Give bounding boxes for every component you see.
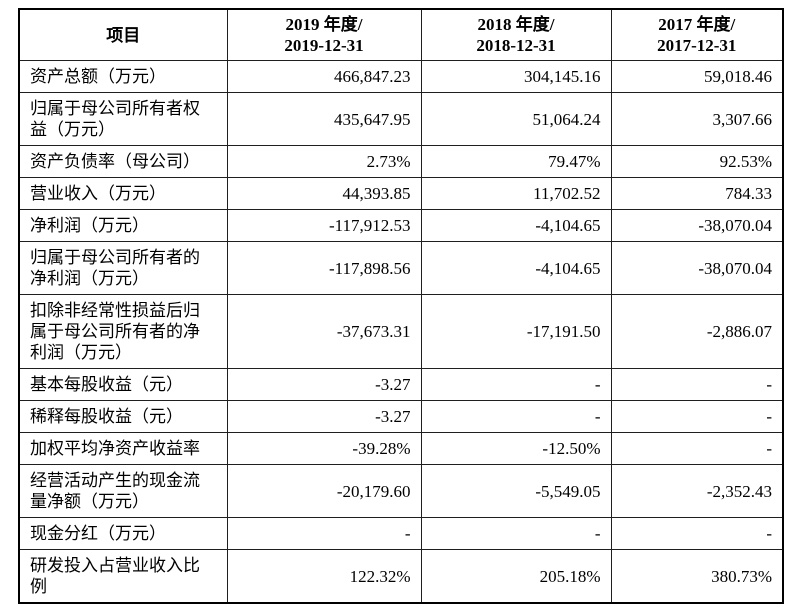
row-value-2017: -38,070.04 — [610, 209, 784, 242]
header-year-2017: 2017 年度/ 2017-12-31 — [610, 8, 784, 61]
row-value-2018: - — [420, 517, 612, 550]
row-value-2017: - — [610, 400, 784, 433]
table-row: 基本每股收益（元） -3.27 - - — [18, 368, 784, 401]
header-item: 项目 — [18, 8, 228, 61]
row-label: 现金分红（万元） — [18, 517, 228, 550]
row-label: 归属于母公司所有者权益（万元） — [18, 92, 228, 146]
table-row: 资产负债率（母公司） 2.73% 79.47% 92.53% — [18, 145, 784, 178]
row-label: 经营活动产生的现金流量净额（万元） — [18, 464, 228, 518]
row-value-2019: 2.73% — [226, 145, 422, 178]
row-value-2019: -37,673.31 — [226, 294, 422, 369]
header-year-line2: 2017-12-31 — [657, 36, 737, 55]
table-row: 现金分红（万元） - - - — [18, 517, 784, 550]
row-value-2019: -117,898.56 — [226, 241, 422, 295]
header-item-label: 项目 — [106, 25, 141, 45]
header-row: 项目 2019 年度/ 2019-12-31 2018 年度/ 2018-12-… — [18, 8, 784, 61]
row-value-2017: -2,352.43 — [610, 464, 784, 518]
row-value-2018: -5,549.05 — [420, 464, 612, 518]
row-value-2019: -117,912.53 — [226, 209, 422, 242]
table-row: 归属于母公司所有者权益（万元） 435,647.95 51,064.24 3,3… — [18, 92, 784, 146]
row-value-2017: -2,886.07 — [610, 294, 784, 369]
row-value-2018: -4,104.65 — [420, 209, 612, 242]
table-row: 加权平均净资产收益率 -39.28% -12.50% - — [18, 432, 784, 465]
row-value-2018: -4,104.65 — [420, 241, 612, 295]
row-value-2018: 304,145.16 — [420, 60, 612, 93]
row-value-2017: - — [610, 432, 784, 465]
row-value-2018: -17,191.50 — [420, 294, 612, 369]
row-value-2017: -38,070.04 — [610, 241, 784, 295]
row-value-2019: -3.27 — [226, 368, 422, 401]
row-label: 稀释每股收益（元） — [18, 400, 228, 433]
row-value-2018: 11,702.52 — [420, 177, 612, 210]
row-value-2017: 3,307.66 — [610, 92, 784, 146]
row-value-2019: -3.27 — [226, 400, 422, 433]
row-value-2019: -20,179.60 — [226, 464, 422, 518]
table-row: 净利润（万元） -117,912.53 -4,104.65 -38,070.04 — [18, 209, 784, 242]
row-value-2019: 466,847.23 — [226, 60, 422, 93]
table-row: 稀释每股收益（元） -3.27 - - — [18, 400, 784, 433]
row-label: 净利润（万元） — [18, 209, 228, 242]
row-value-2019: 122.32% — [226, 549, 422, 604]
header-year-2018: 2018 年度/ 2018-12-31 — [420, 8, 612, 61]
header-year-line1: 2019 年度/ — [285, 15, 363, 34]
row-label: 资产总额（万元） — [18, 60, 228, 93]
table-row: 营业收入（万元） 44,393.85 11,702.52 784.33 — [18, 177, 784, 210]
header-year-line1: 2017 年度/ — [658, 15, 736, 34]
row-value-2019: 435,647.95 — [226, 92, 422, 146]
table-row: 资产总额（万元） 466,847.23 304,145.16 59,018.46 — [18, 60, 784, 93]
row-value-2018: - — [420, 368, 612, 401]
header-year-line2: 2019-12-31 — [284, 36, 364, 55]
header-year-2019: 2019 年度/ 2019-12-31 — [226, 8, 422, 61]
row-value-2017: - — [610, 368, 784, 401]
row-value-2019: -39.28% — [226, 432, 422, 465]
financial-summary-table: 项目 2019 年度/ 2019-12-31 2018 年度/ 2018-12-… — [18, 8, 784, 604]
table-row: 经营活动产生的现金流量净额（万元） -20,179.60 -5,549.05 -… — [18, 464, 784, 518]
table-row: 研发投入占营业收入比例 122.32% 205.18% 380.73% — [18, 549, 784, 604]
row-value-2018: 205.18% — [420, 549, 612, 604]
row-label: 营业收入（万元） — [18, 177, 228, 210]
row-label: 基本每股收益（元） — [18, 368, 228, 401]
header-year-line2: 2018-12-31 — [476, 36, 556, 55]
row-value-2017: - — [610, 517, 784, 550]
table-row: 扣除非经常性损益后归属于母公司所有者的净利润（万元） -37,673.31 -1… — [18, 294, 784, 369]
row-value-2018: 51,064.24 — [420, 92, 612, 146]
row-value-2017: 92.53% — [610, 145, 784, 178]
row-value-2019: 44,393.85 — [226, 177, 422, 210]
row-label: 扣除非经常性损益后归属于母公司所有者的净利润（万元） — [18, 294, 228, 369]
row-value-2019: - — [226, 517, 422, 550]
row-label: 研发投入占营业收入比例 — [18, 549, 228, 604]
row-value-2017: 784.33 — [610, 177, 784, 210]
row-label: 加权平均净资产收益率 — [18, 432, 228, 465]
row-label: 资产负债率（母公司） — [18, 145, 228, 178]
row-value-2018: 79.47% — [420, 145, 612, 178]
row-value-2017: 59,018.46 — [610, 60, 784, 93]
document-page: 项目 2019 年度/ 2019-12-31 2018 年度/ 2018-12-… — [18, 8, 784, 604]
row-value-2018: -12.50% — [420, 432, 612, 465]
table-row: 归属于母公司所有者的净利润（万元） -117,898.56 -4,104.65 … — [18, 241, 784, 295]
row-label: 归属于母公司所有者的净利润（万元） — [18, 241, 228, 295]
row-value-2017: 380.73% — [610, 549, 784, 604]
row-value-2018: - — [420, 400, 612, 433]
header-year-line1: 2018 年度/ — [477, 15, 555, 34]
